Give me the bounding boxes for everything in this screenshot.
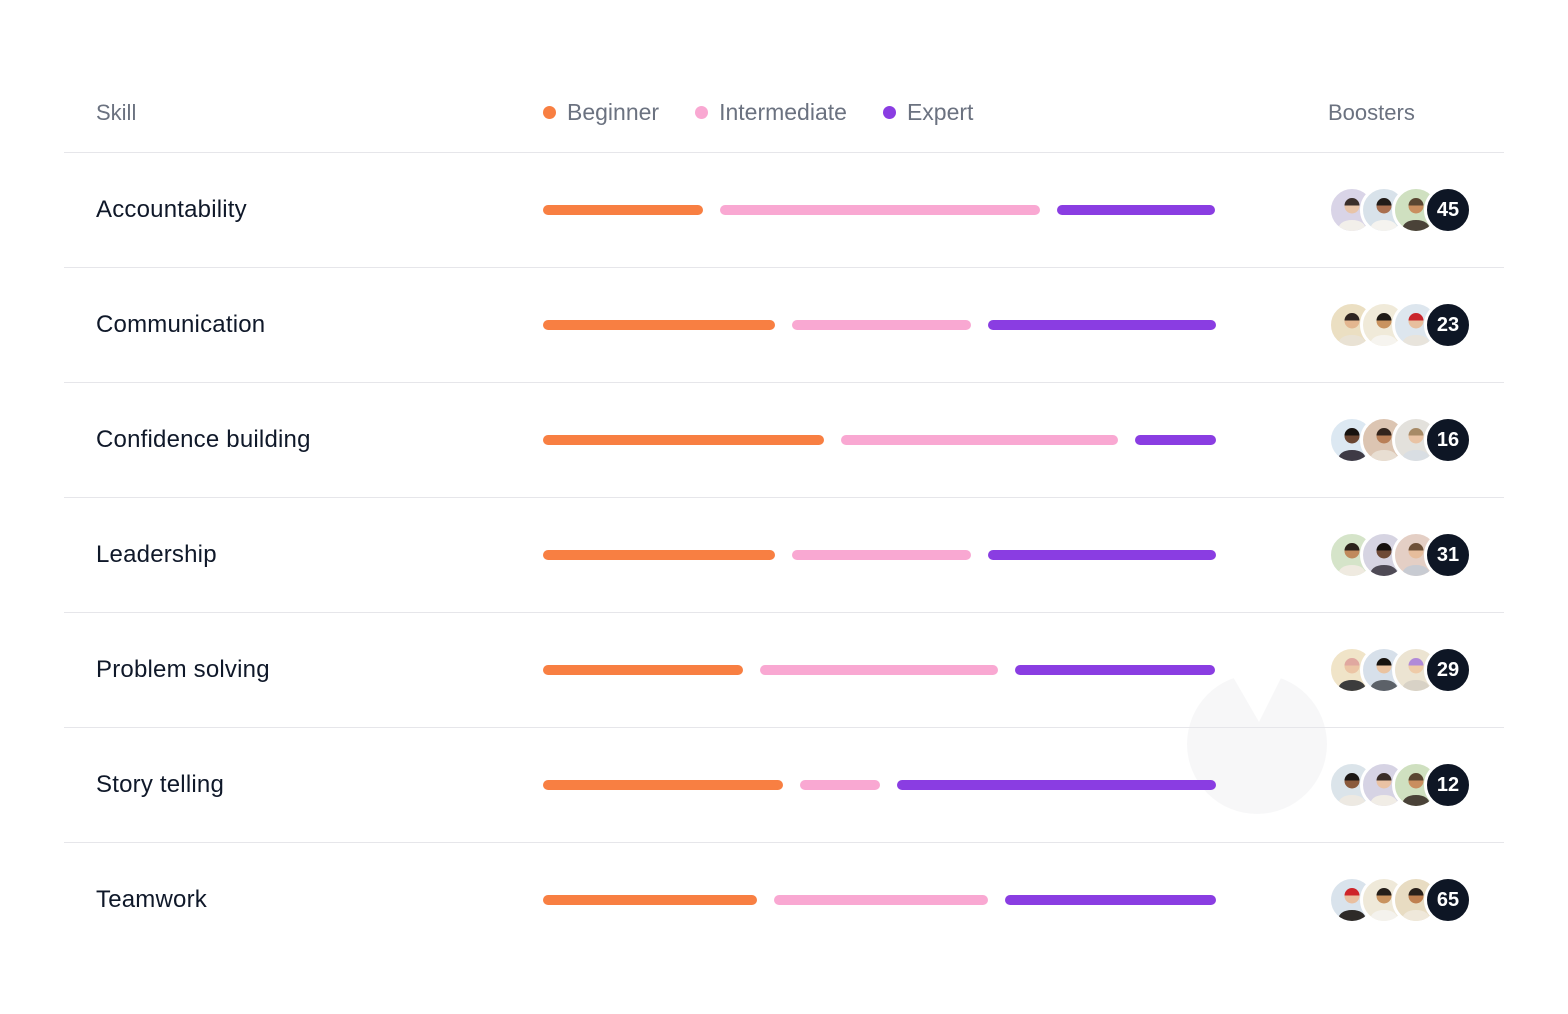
bar-track: [543, 665, 1216, 675]
bar-segment-beginner: [543, 550, 775, 560]
boosters-column-header: Boosters: [1328, 99, 1415, 125]
bar-track: [543, 320, 1216, 330]
bar-segment-intermediate: [720, 205, 1040, 215]
skill-label: Leadership: [96, 541, 217, 568]
bar-segment-expert: [1057, 205, 1215, 215]
booster-count-badge[interactable]: 23: [1424, 301, 1472, 349]
booster-avatars: 16: [1328, 416, 1504, 464]
legend: Beginner Intermediate Expert: [543, 99, 1216, 126]
booster-avatar[interactable]: [1392, 646, 1440, 694]
table-row[interactable]: Communication 23: [64, 268, 1504, 383]
booster-avatars: 65: [1328, 876, 1504, 924]
bar-track: [543, 435, 1216, 445]
skill-label: Communication: [96, 311, 266, 338]
skill-label: Accountability: [96, 196, 247, 223]
booster-avatars: 45: [1328, 186, 1504, 234]
bar-segment-expert: [988, 550, 1216, 560]
skill-label: Confidence building: [96, 426, 311, 453]
bar-segment-expert: [1135, 435, 1216, 445]
bar-segment-expert: [1015, 665, 1215, 675]
legend-item-intermediate[interactable]: Intermediate: [695, 99, 847, 126]
legend-item-beginner[interactable]: Beginner: [543, 99, 659, 126]
bar-segment-intermediate: [760, 665, 998, 675]
legend-dot-icon: [543, 106, 556, 119]
bar-segment-intermediate: [800, 780, 880, 790]
bar-segment-intermediate: [792, 550, 971, 560]
skills-table-body: Accountability 45 Communication 23 Confi…: [64, 153, 1504, 957]
booster-avatars: 12: [1328, 761, 1504, 809]
bar-segment-expert: [988, 320, 1216, 330]
bar-segment-beginner: [543, 320, 775, 330]
legend-item-expert[interactable]: Expert: [882, 99, 974, 126]
table-header-row: Skill Beginner Intermediate Expert Booster…: [64, 73, 1504, 153]
table-row[interactable]: Teamwork 65: [64, 843, 1504, 957]
table-row[interactable]: Confidence building 16: [64, 383, 1504, 498]
watermark-logo: [1183, 670, 1331, 818]
booster-count-badge[interactable]: 45: [1424, 186, 1472, 234]
skill-column-header: Skill: [96, 99, 137, 125]
booster-count-badge[interactable]: 12: [1424, 761, 1472, 809]
bar-segment-expert: [897, 780, 1216, 790]
legend-dot-icon: [882, 106, 896, 119]
skill-label: Story telling: [96, 771, 224, 798]
booster-count-badge[interactable]: 29: [1424, 646, 1472, 694]
legend-label: Intermediate: [719, 99, 847, 125]
bar-segment-expert: [1005, 895, 1216, 905]
bar-segment-intermediate: [792, 320, 971, 330]
bar-segment-intermediate: [841, 435, 1118, 445]
booster-count-badge[interactable]: 16: [1424, 416, 1472, 464]
skill-label: Teamwork: [96, 886, 207, 913]
bar-track: [543, 550, 1216, 560]
bar-segment-intermediate: [774, 895, 988, 905]
booster-avatars: 29: [1328, 646, 1504, 694]
table-row[interactable]: Problem solving 29: [64, 613, 1504, 728]
bar-track: [543, 205, 1216, 215]
skill-label: Problem solving: [96, 656, 270, 683]
bar-segment-beginner: [543, 895, 757, 905]
bar-segment-beginner: [543, 205, 703, 215]
booster-avatars: 31: [1328, 531, 1504, 579]
skills-table: Skill Beginner Intermediate Expert Booster…: [64, 0, 1504, 957]
table-row[interactable]: Leadership 31: [64, 498, 1504, 613]
bar-track: [543, 895, 1216, 905]
booster-count-badge[interactable]: 31: [1424, 531, 1472, 579]
legend-label: Expert: [906, 99, 974, 125]
legend-label: Beginner: [567, 99, 660, 125]
table-row[interactable]: Story telling 12: [64, 728, 1504, 843]
legend-dot-icon: [695, 106, 709, 119]
booster-avatars: 23: [1328, 301, 1504, 349]
bar-segment-beginner: [543, 435, 824, 445]
bar-track: [543, 780, 1216, 790]
bar-segment-beginner: [543, 665, 743, 675]
booster-count-badge[interactable]: 65: [1424, 876, 1472, 924]
table-row[interactable]: Accountability 45: [64, 153, 1504, 268]
bar-segment-beginner: [543, 780, 783, 790]
